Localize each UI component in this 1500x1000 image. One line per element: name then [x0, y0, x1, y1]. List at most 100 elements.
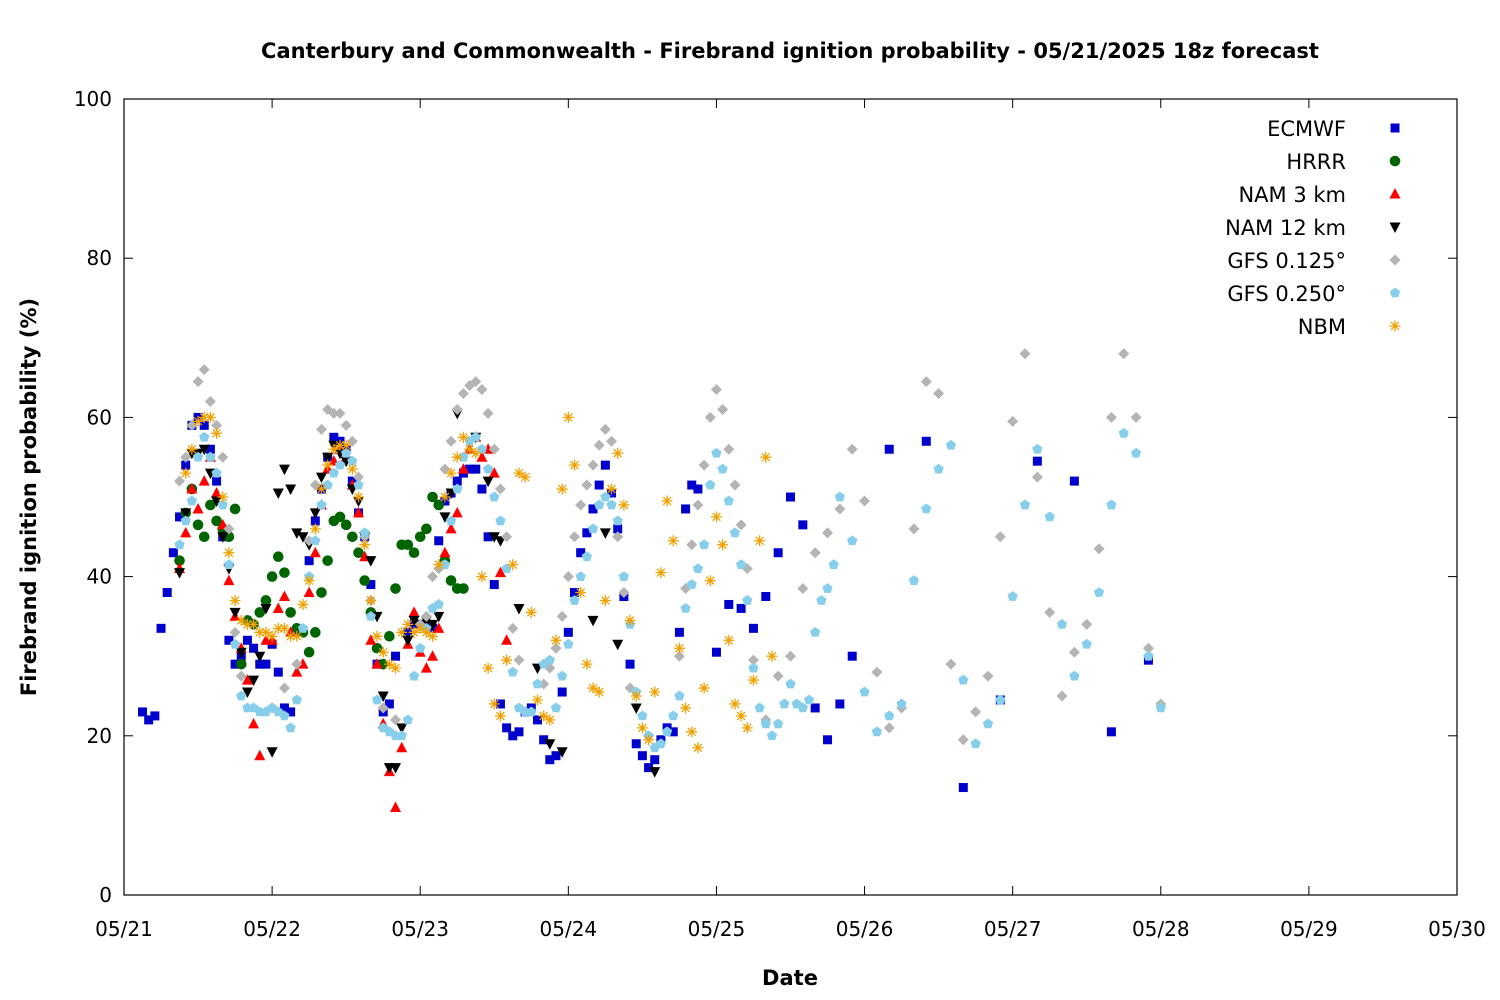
point-gfs-0-250	[365, 611, 376, 621]
point-gfs-0-250	[692, 563, 704, 574]
point-nam-3-km	[192, 502, 204, 514]
point-nbm	[365, 594, 377, 606]
point-nam-12-km	[309, 508, 321, 519]
point-nam-12-km	[241, 687, 253, 699]
point-gfs-0-125	[729, 479, 741, 491]
x-tick-label: 05/27	[984, 917, 1042, 941]
point-nbm	[291, 630, 303, 642]
legend-label-gfs-0-125: GFS 0.125°	[1227, 249, 1346, 273]
point-gfs-0-125	[1056, 690, 1068, 702]
point-nbm	[303, 575, 315, 587]
point-ecmwf	[847, 651, 857, 661]
point-nam-3-km	[248, 717, 260, 729]
x-tick-label: 05/26	[836, 917, 894, 941]
point-gfs-0-250	[810, 626, 821, 637]
x-tick-label: 05/29	[1280, 917, 1338, 941]
point-ecmwf	[551, 751, 561, 761]
point-hrrr	[408, 547, 420, 559]
point-gfs-0-250	[353, 479, 364, 490]
point-gfs-0-125	[482, 407, 494, 419]
point-hrrr	[347, 531, 358, 543]
point-ecmwf	[631, 739, 641, 749]
point-nbm	[457, 431, 469, 443]
point-ecmwf	[255, 659, 265, 669]
point-nbm	[760, 451, 772, 463]
point-nbm	[729, 698, 741, 710]
y-tick-label: 0	[99, 883, 112, 907]
point-ecmwf	[748, 623, 758, 633]
point-nam-12-km	[365, 556, 377, 567]
point-gfs-0-250	[279, 710, 290, 721]
point-nam-12-km	[488, 532, 500, 543]
point-nam-12-km	[211, 496, 223, 507]
point-gfs-0-125	[1007, 415, 1019, 427]
point-nbm	[371, 630, 383, 642]
point-nam-12-km	[649, 767, 661, 778]
point-ecmwf	[921, 436, 931, 446]
point-hrrr	[205, 499, 216, 511]
point-nbm	[285, 630, 297, 642]
point-gfs-0-250	[760, 718, 771, 729]
point-nam-3-km	[223, 574, 235, 586]
point-nam-3-km	[278, 590, 290, 601]
point-nbm	[266, 630, 278, 642]
point-ecmwf	[736, 603, 746, 613]
point-gfs-0-125	[809, 547, 821, 559]
x-tick-label: 05/25	[688, 917, 746, 941]
point-nbm	[309, 523, 321, 535]
point-nbm	[692, 742, 704, 754]
point-gfs-0-125	[562, 571, 574, 583]
point-gfs-0-125	[673, 650, 685, 662]
point-nbm	[636, 722, 648, 734]
point-gfs-0-250	[186, 495, 198, 506]
point-hrrr	[285, 607, 296, 618]
point-nam-12-km	[229, 607, 241, 619]
point-gfs-0-125	[957, 734, 969, 746]
point-nbm	[451, 451, 463, 463]
point-ecmwf	[273, 667, 283, 677]
point-gfs-0-250	[995, 694, 1006, 705]
point-gfs-0-125	[1044, 606, 1056, 618]
point-gfs-0-125	[550, 642, 562, 654]
point-gfs-0-250	[1007, 591, 1018, 601]
point-gfs-0-250	[958, 674, 969, 685]
point-ecmwf	[1106, 727, 1116, 737]
point-gfs-0-125	[420, 610, 432, 622]
point-hrrr	[192, 519, 204, 531]
point-gfs-0-250	[637, 710, 648, 721]
point-hrrr	[371, 642, 383, 654]
point-hrrr	[235, 658, 247, 670]
point-gfs-0-250	[217, 499, 228, 510]
point-gfs-0-125	[599, 423, 611, 435]
point-nbm	[630, 690, 642, 702]
point-ecmwf	[1032, 456, 1042, 466]
point-nam-12-km	[291, 528, 303, 539]
point-gfs-0-250	[192, 451, 204, 462]
point-gfs-0-125	[315, 423, 327, 435]
point-gfs-0-250	[563, 638, 574, 649]
point-gfs-0-125	[686, 539, 698, 551]
point-gfs-0-250	[933, 463, 944, 474]
point-nbm	[723, 634, 735, 646]
point-gfs-0-125	[217, 451, 229, 463]
point-gfs-0-250	[742, 595, 753, 605]
point-gfs-0-250	[526, 706, 537, 717]
point-nbm	[192, 415, 204, 427]
point-gfs-0-250	[445, 515, 457, 526]
point-gfs-0-250	[229, 638, 241, 649]
point-gfs-0-250	[476, 443, 488, 454]
legend-marker-hrrr	[1389, 155, 1401, 167]
point-gfs-0-250	[1118, 427, 1129, 438]
point-hrrr	[211, 515, 222, 527]
point-ecmwf	[199, 420, 209, 430]
point-nam-3-km	[241, 674, 253, 685]
point-gfs-0-250	[347, 455, 358, 466]
point-nam-3-km	[476, 451, 488, 462]
point-gfs-0-250	[711, 447, 722, 458]
point-gfs-0-250	[668, 710, 679, 721]
point-ecmwf	[391, 651, 401, 661]
point-gfs-0-250	[489, 491, 500, 502]
point-nam-12-km	[322, 452, 334, 464]
point-ecmwf	[144, 715, 154, 725]
